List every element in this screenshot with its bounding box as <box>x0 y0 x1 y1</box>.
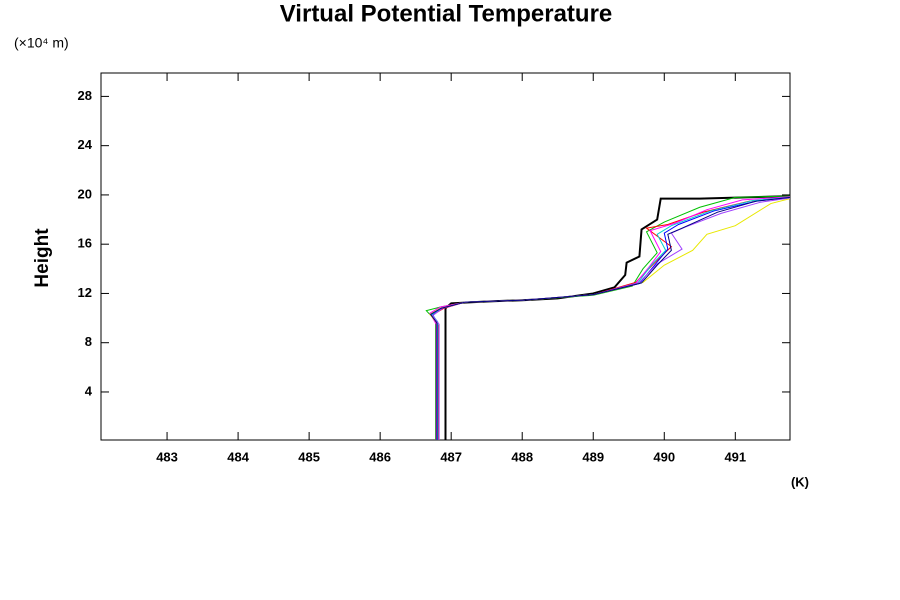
data-line <box>432 196 791 440</box>
x-tick-label: 489 <box>582 449 604 464</box>
x-tick-label: 488 <box>511 449 533 464</box>
data-line <box>432 197 791 440</box>
y-tick-label: 28 <box>78 88 92 103</box>
y-axis-label: Height <box>32 228 53 288</box>
y-unit: (×10⁴ m) <box>14 35 69 51</box>
data-line <box>429 196 791 440</box>
data-line <box>444 195 791 440</box>
y-tick-label: 8 <box>85 334 92 349</box>
y-tick-label: 4 <box>85 383 93 398</box>
y-tick-label: 24 <box>78 137 93 152</box>
data-line <box>429 198 791 440</box>
x-tick-label: 486 <box>369 449 391 464</box>
y-tick-label: 12 <box>78 285 92 300</box>
data-line <box>431 196 791 440</box>
x-tick-label: 483 <box>156 449 178 464</box>
x-tick-label: 490 <box>653 449 675 464</box>
x-tick-label: 485 <box>298 449 320 464</box>
y-tick-label: 16 <box>78 236 92 251</box>
x-tick-label: 484 <box>227 449 249 464</box>
x-tick-label: 487 <box>440 449 462 464</box>
x-tick-label: 491 <box>724 449 746 464</box>
x-unit: (K) <box>791 474 809 489</box>
y-tick-label: 20 <box>78 186 92 201</box>
data-line <box>430 196 791 440</box>
data-line <box>429 196 791 440</box>
chart-title: Virtual Potential Temperature <box>280 0 613 27</box>
data-line <box>425 195 791 440</box>
